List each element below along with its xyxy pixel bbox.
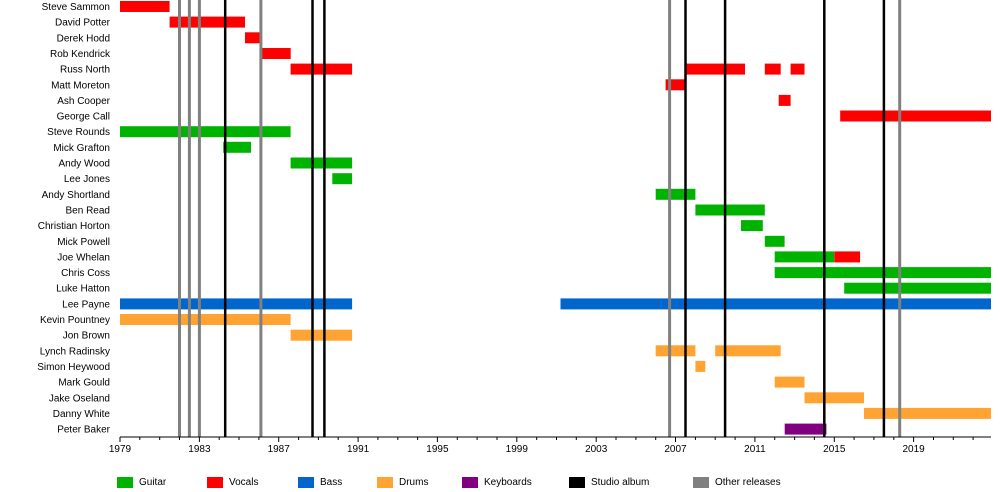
legend-label-guitar: Guitar: [139, 476, 167, 488]
bar-ash-cooper-vocals-1: [778, 94, 791, 106]
legend-item-vocals: Vocals: [207, 474, 258, 490]
legend-label-keyboards: Keyboards: [484, 476, 532, 488]
bar-lee-jones-guitar-1: [332, 173, 353, 185]
member-label-andy-wood: Andy Wood: [58, 159, 110, 170]
legend-swatch-studio-album: [569, 476, 585, 488]
bar-lynch-radinsky-drums-2: [715, 345, 781, 357]
legend-swatch-keyboards: [462, 476, 478, 488]
legend-swatch-drums: [377, 476, 393, 488]
bars-layer: [120, 1, 991, 435]
bar-russ-north-vocals-3: [764, 63, 781, 75]
bar-danny-white-drums-1: [864, 407, 991, 419]
member-label-mick-grafton: Mick Grafton: [53, 143, 110, 154]
bar-luke-hatton-guitar-1: [844, 282, 991, 294]
bar-rob-kendrick-vocals-1: [260, 48, 291, 59]
legend-item-studio-album: Studio album: [569, 474, 649, 490]
x-tick-label-1987: 1987: [268, 444, 291, 455]
member-label-luke-hatton: Luke Hatton: [56, 284, 110, 295]
bar-derek-hodd-vocals-1: [245, 32, 261, 44]
x-tick-label-2011: 2011: [744, 444, 766, 455]
bar-christian-horton-guitar-1: [741, 220, 763, 232]
member-label-jon-brown: Jon Brown: [63, 331, 110, 342]
member-label-lee-jones: Lee Jones: [64, 174, 110, 185]
legend-item-keyboards: Keyboards: [462, 474, 532, 490]
bar-russ-north-vocals-1: [290, 63, 353, 75]
member-label-george-call: George Call: [57, 112, 110, 123]
bar-peter-baker-keyboards-1: [784, 423, 827, 435]
legend-swatch-guitar: [117, 476, 133, 488]
member-labels-layer: Steve Sammon David Potter Derek Hodd Rob Ke…: [37, 2, 111, 436]
x-tick-label-1991: 1991: [347, 444, 370, 455]
bar-jon-brown-drums-1: [290, 329, 353, 341]
member-label-ben-read: Ben Read: [66, 205, 110, 216]
legend-label-studio-album: Studio album: [591, 476, 650, 488]
legend-item-other-releases: Other releases: [693, 474, 781, 490]
x-axis: 1979 1983 1987 1991 1995 1999 2003 2007 2011 2015…: [109, 436, 991, 455]
legend-label-drums: Drums: [399, 476, 429, 488]
x-tick-label-2019: 2019: [902, 444, 925, 455]
legend: Guitar Vocals Bass Drums Keyboards Studio alb…: [0, 474, 1000, 490]
bar-david-potter-vocals-1: [169, 16, 245, 28]
legend-label-bass: Bass: [320, 476, 343, 488]
legend-swatch-other-releases: [693, 476, 709, 488]
release-lines-layer: [178, 0, 902, 437]
legend-swatch-bass: [298, 476, 314, 488]
member-label-mick-powell: Mick Powell: [57, 237, 110, 248]
x-tick-label-2015: 2015: [823, 444, 846, 455]
bar-russ-north-vocals-4: [790, 63, 805, 75]
bar-mick-grafton-guitar-1: [223, 141, 251, 153]
timeline-chart: Steve Sammon David Potter Derek Hodd Rob Ke…: [37, 0, 991, 455]
x-tick-label-2003: 2003: [585, 444, 608, 455]
bar-lee-payne-bass-2: [560, 298, 991, 310]
member-label-matt-moreton: Matt Moreton: [51, 80, 110, 91]
legend-label-vocals: Vocals: [229, 476, 259, 488]
x-tick-label-1999: 1999: [506, 444, 529, 455]
x-tick-label-2007: 2007: [664, 444, 687, 455]
bar-jake-oseland-drums-1: [804, 392, 864, 404]
member-label-christian-horton: Christian Horton: [38, 221, 110, 232]
bar-lynch-radinsky-drums-1: [655, 345, 696, 357]
legend-swatch-vocals: [207, 476, 223, 488]
bar-lee-payne-bass-1: [120, 298, 353, 310]
bar-joe-whelan-vocals-2: [834, 251, 861, 263]
x-tick-label-1995: 1995: [426, 444, 449, 455]
member-label-rob-kendrick: Rob Kendrick: [50, 49, 111, 60]
bar-russ-north-vocals-2: [685, 63, 745, 75]
bar-matt-moreton-vocals-1: [665, 79, 686, 91]
member-label-peter-baker: Peter Baker: [57, 425, 110, 436]
member-label-andy-shortland: Andy Shortland: [42, 190, 110, 201]
bar-kevin-pountney-drums-1: [120, 314, 291, 325]
x-tick-label-1983: 1983: [188, 444, 211, 455]
legend-item-guitar: Guitar: [117, 474, 166, 490]
member-label-russ-north: Russ North: [60, 65, 110, 76]
bar-steve-rounds-guitar-1: [120, 126, 291, 138]
member-label-danny-white: Danny White: [53, 409, 111, 420]
member-label-ash-cooper: Ash Cooper: [57, 96, 110, 107]
bar-george-call-vocals-1: [840, 110, 991, 122]
member-label-steve-sammon: Steve Sammon: [42, 2, 110, 13]
member-label-steve-rounds: Steve Rounds: [47, 127, 110, 138]
member-label-joe-whelan: Joe Whelan: [57, 252, 110, 263]
legend-item-bass: Bass: [298, 474, 342, 490]
bar-joe-whelan-guitar-1: [774, 251, 835, 263]
member-label-simon-heywood: Simon Heywood: [37, 362, 110, 373]
bar-mark-gould-drums-1: [774, 376, 805, 388]
bar-mick-powell-guitar-1: [764, 235, 785, 247]
member-label-jake-oseland: Jake Oseland: [49, 393, 110, 404]
legend-label-other-releases: Other releases: [715, 476, 781, 488]
bar-andy-shortland-guitar-1: [655, 188, 696, 200]
member-label-lynch-radinsky: Lynch Radinsky: [40, 346, 110, 357]
member-label-mark-gould: Mark Gould: [58, 378, 110, 389]
legend-item-drums: Drums: [377, 474, 428, 490]
member-label-lee-payne: Lee Payne: [62, 299, 110, 310]
bar-steve-sammon-vocals-1: [120, 1, 170, 12]
x-tick-label-1979: 1979: [109, 444, 132, 455]
bar-ben-read-guitar-1: [695, 204, 765, 216]
member-label-david-potter: David Potter: [55, 18, 111, 29]
member-label-derek-hodd: Derek Hodd: [57, 33, 110, 44]
member-label-kevin-pountney: Kevin Pountney: [40, 315, 110, 326]
bar-andy-wood-guitar-1: [290, 157, 353, 169]
member-label-chris-coss: Chris Coss: [61, 268, 110, 279]
bar-simon-heywood-drums-1: [695, 360, 706, 372]
